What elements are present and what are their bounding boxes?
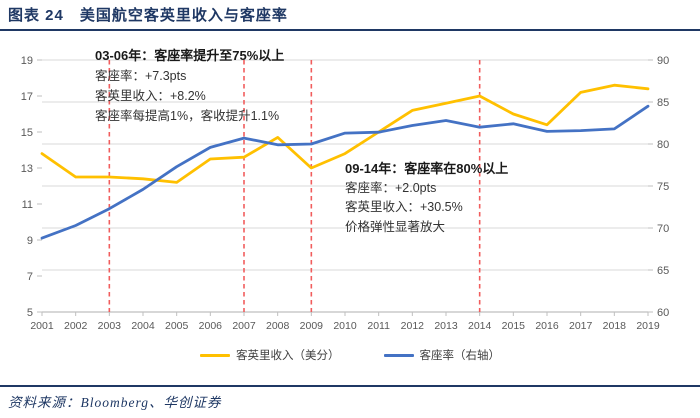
annotation-title: 03-06年：客座率提升至75%以上	[95, 48, 285, 63]
y-axis-tick-label: 17	[21, 91, 33, 103]
x-axis-tick-label: 2007	[232, 320, 256, 332]
annotation-09-14: 09-14年：客座率在80%以上 客座率：+2.0pts 客英里收入：+30.5…	[345, 159, 508, 237]
x-axis-tick-label: 2019	[636, 320, 660, 332]
x-axis-tick-label: 2017	[569, 320, 593, 332]
y-axis-tick-label: 5	[27, 307, 33, 319]
annotation-line: 客英里收入：+30.5%	[345, 200, 463, 214]
secondary-y-axis-tick-label: 75	[657, 181, 669, 193]
x-axis-tick-label: 2002	[64, 320, 88, 332]
legend-item-load-factor: 客座率（右轴）	[383, 347, 501, 363]
x-axis-tick-label: 2016	[535, 320, 559, 332]
x-axis-tick-label: 2012	[401, 320, 425, 332]
x-axis-tick-label: 2010	[333, 320, 357, 332]
y-axis-tick-label: 7	[27, 271, 33, 283]
legend-label: 客座率（右轴）	[419, 350, 501, 362]
secondary-y-axis-tick-label: 90	[657, 55, 669, 67]
y-axis-tick-label: 15	[21, 127, 33, 139]
annotation-line: 客座率：+2.0pts	[345, 180, 437, 195]
annotation-title: 09-14年：客座率在80%以上	[345, 161, 509, 176]
yield-line-swatch	[200, 353, 230, 357]
legend-label: 客英里收入（美分）	[236, 350, 340, 362]
y-axis-tick-label: 19	[21, 55, 33, 67]
annotation-03-06: 03-06年：客座率提升至75%以上 客座率：+7.3pts 客英里收入：+8.…	[95, 46, 284, 126]
annotation-line: 客座率每提高1%，客收提升1.1%	[95, 109, 280, 123]
y-axis-tick-label: 11	[22, 199, 33, 211]
annotation-line: 客英里收入：+8.2%	[95, 89, 206, 103]
annotation-line: 价格弹性显著放大	[345, 219, 446, 234]
x-axis-tick-label: 2004	[131, 320, 155, 332]
secondary-y-axis-tick-label: 80	[657, 139, 669, 151]
x-axis-tick-label: 2001	[30, 320, 54, 332]
y-axis-tick-label: 9	[27, 235, 33, 247]
legend-item-yield: 客英里收入（美分）	[200, 347, 340, 363]
annotation-line: 客座率：+7.3pts	[95, 69, 187, 83]
x-axis-tick-label: 2015	[502, 320, 526, 332]
secondary-y-axis-tick-label: 60	[657, 307, 669, 319]
x-axis-tick-label: 2003	[98, 320, 122, 332]
footer-divider	[0, 385, 700, 387]
yield-line	[40, 83, 650, 184]
x-axis-tick-label: 2005	[165, 320, 189, 332]
secondary-y-axis-tick-label: 85	[657, 97, 669, 109]
secondary-y-axis-tick-label: 65	[657, 265, 669, 277]
secondary-y-axis-tick-label: 70	[657, 223, 669, 235]
figure-title: 图表 24 美国航空客英里收入与客座率	[8, 7, 288, 24]
y-axis-tick-label: 13	[21, 163, 33, 175]
load-factor-line-swatch	[383, 353, 414, 357]
x-axis-tick-label: 2018	[603, 320, 627, 332]
x-axis-tick-label: 2014	[468, 320, 492, 332]
x-axis-tick-label: 2008	[266, 320, 290, 332]
x-axis-tick-label: 2013	[434, 320, 458, 332]
x-axis-tick-label: 2009	[300, 320, 324, 332]
title-divider	[0, 29, 700, 31]
load-factor-line	[40, 104, 650, 240]
x-axis-tick-label: 2006	[199, 320, 223, 332]
source-note: 资料来源：Bloomberg、华创证券	[8, 395, 222, 410]
chart-legend: 客英里收入（美分） 客座率（右轴）	[0, 347, 700, 363]
x-axis-tick-label: 2011	[367, 320, 390, 332]
